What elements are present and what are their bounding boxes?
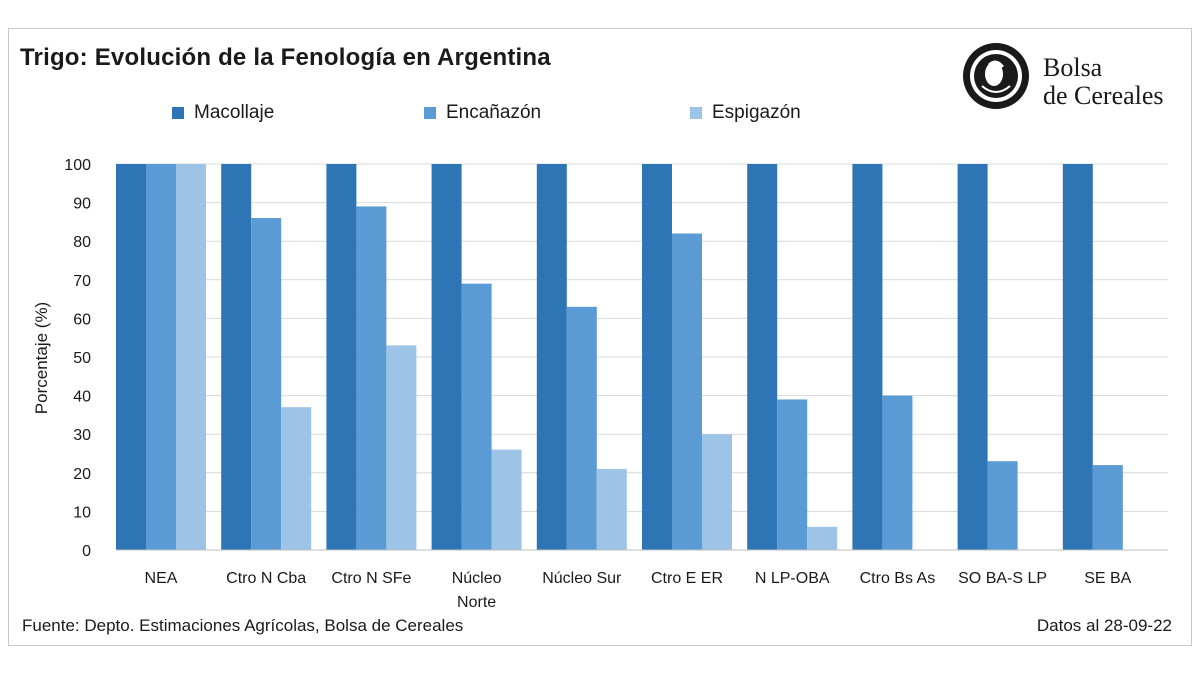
bar-macollaje-4 <box>536 164 567 550</box>
bar-encanazon-0 <box>146 164 176 550</box>
legend-swatch-espigazon <box>690 107 702 119</box>
y-tick-label: 50 <box>73 350 91 367</box>
bar-encanazon-4 <box>566 306 597 550</box>
y-tick-label: 80 <box>73 234 91 251</box>
bar-espigazon-0 <box>176 164 206 550</box>
x-tick-label: Ctro N Cba <box>226 570 306 587</box>
bolsa-cereales-logo <box>960 40 1180 112</box>
bar-macollaje-2 <box>326 164 357 550</box>
bar-macollaje-9 <box>1062 164 1093 550</box>
bar-espigazon-4 <box>596 468 627 550</box>
date-note: Datos al 28-09-22 <box>1036 616 1172 635</box>
bar-macollaje-0 <box>116 164 146 550</box>
bar-espigazon-1 <box>281 407 312 550</box>
bar-macollaje-7 <box>852 164 883 550</box>
legend-swatch-macollaje <box>172 107 184 119</box>
bar-encanazon-8 <box>987 461 1018 550</box>
source-note: Fuente: Depto. Estimaciones Agrícolas, B… <box>22 616 464 635</box>
chart-title: Trigo: Evolución de la Fenología en Arge… <box>20 44 551 71</box>
legend-swatch-encanazon <box>424 107 436 119</box>
y-tick-label: 60 <box>73 311 91 328</box>
bar-encanazon-9 <box>1092 465 1123 550</box>
x-tick-label: Núcleo <box>452 570 502 587</box>
y-tick-label: 20 <box>73 466 91 483</box>
bar-encanazon-7 <box>882 395 913 550</box>
x-tick-label: Ctro E ER <box>651 570 723 587</box>
bar-encanazon-6 <box>777 399 808 550</box>
y-tick-label: 30 <box>73 427 91 444</box>
bar-layer <box>116 164 1123 551</box>
logo-text: Bolsa de Cereales <box>1043 54 1164 110</box>
x-tick-label: N LP-OBA <box>755 570 830 587</box>
logo-text-line1: Bolsa <box>1043 53 1103 82</box>
bar-encanazon-2 <box>356 206 387 550</box>
x-tick-label: Núcleo Sur <box>542 570 622 587</box>
legend-label-espigazon: Espigazón <box>712 102 801 123</box>
y-axis-label: Porcentaje (%) <box>32 302 51 414</box>
x-tick-label: Ctro N SFe <box>331 570 411 587</box>
bar-encanazon-5 <box>672 233 702 551</box>
y-tick-label: 90 <box>73 196 91 213</box>
chart-legend: Macollaje Encañazón Espigazón <box>0 102 1200 126</box>
legend-label-encanazon: Encañazón <box>446 102 542 123</box>
x-tick-label: Ctro Bs As <box>860 570 936 587</box>
bar-encanazon-3 <box>461 283 492 550</box>
y-tick-label: 0 <box>82 543 91 560</box>
bolsa-cereales-seal-icon <box>963 43 1029 109</box>
axis-layer: 0 10 20 30 40 50 60 70 80 90 100 NEA Ctro N Cba Ctro … <box>64 157 1168 611</box>
legend-label-macollaje: Macollaje <box>194 102 275 123</box>
legend-item-encanazon: Encañazón <box>424 102 541 124</box>
y-tick-label: 40 <box>73 389 91 406</box>
bar-macollaje-6 <box>747 164 778 550</box>
bar-espigazon-6 <box>807 526 838 550</box>
x-tick-label: SO BA-S LP <box>958 570 1047 587</box>
bar-macollaje-5 <box>642 164 672 550</box>
bar-encanazon-1 <box>251 218 282 551</box>
bar-macollaje-1 <box>221 164 252 550</box>
logo-text-line2: de Cereales <box>1043 81 1164 110</box>
x-tick-label: SE BA <box>1084 570 1131 587</box>
x-tick-label: NEA <box>145 570 178 587</box>
bar-espigazon-3 <box>491 449 522 550</box>
legend-item-macollaje: Macollaje <box>172 102 274 124</box>
y-tick-label: 100 <box>64 157 91 174</box>
y-tick-label: 10 <box>73 504 91 521</box>
bar-espigazon-2 <box>386 345 417 550</box>
x-tick-label: Norte <box>457 594 496 611</box>
y-tick-label: 70 <box>73 273 91 290</box>
bar-macollaje-3 <box>431 164 462 550</box>
bar-espigazon-5 <box>702 434 732 550</box>
bar-macollaje-8 <box>957 164 988 550</box>
legend-item-espigazon: Espigazón <box>690 102 801 124</box>
